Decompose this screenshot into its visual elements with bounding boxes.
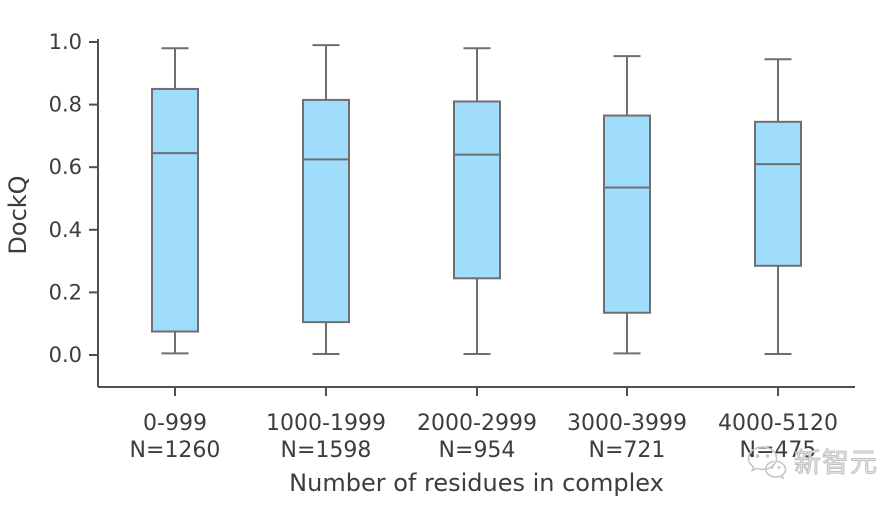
y-axis-title: DockQ (4, 175, 32, 254)
x-axis-title: Number of residues in complex (289, 469, 664, 497)
y-tick-label: 0.2 (49, 280, 82, 304)
x-tick-label-range: 0-999 (143, 411, 207, 436)
x-tick-label-count: N=954 (439, 438, 516, 463)
x-tick-label-range: 3000-3999 (567, 411, 687, 436)
x-tick-label-range: 1000-1999 (266, 411, 386, 436)
x-tick-label-count: N=475 (740, 438, 817, 463)
box-rect (603, 114, 651, 314)
y-tick-label: 0.4 (49, 218, 82, 242)
x-tick-label-range: 4000-5120 (718, 411, 838, 436)
x-tick-label-count: N=1598 (281, 438, 372, 463)
y-tick-label: 0.0 (49, 343, 82, 367)
box-rect (302, 98, 350, 324)
y-tick-label: 0.6 (49, 155, 82, 179)
y-tick-label: 1.0 (49, 30, 82, 54)
x-tick-label-range: 2000-2999 (417, 411, 537, 436)
x-tick-label-count: N=1260 (130, 438, 221, 463)
x-tick-label-count: N=721 (589, 438, 666, 463)
box-rect (151, 87, 199, 333)
y-tick-label: 0.8 (49, 93, 82, 117)
box-rect (754, 120, 802, 267)
box-rect (453, 100, 501, 280)
